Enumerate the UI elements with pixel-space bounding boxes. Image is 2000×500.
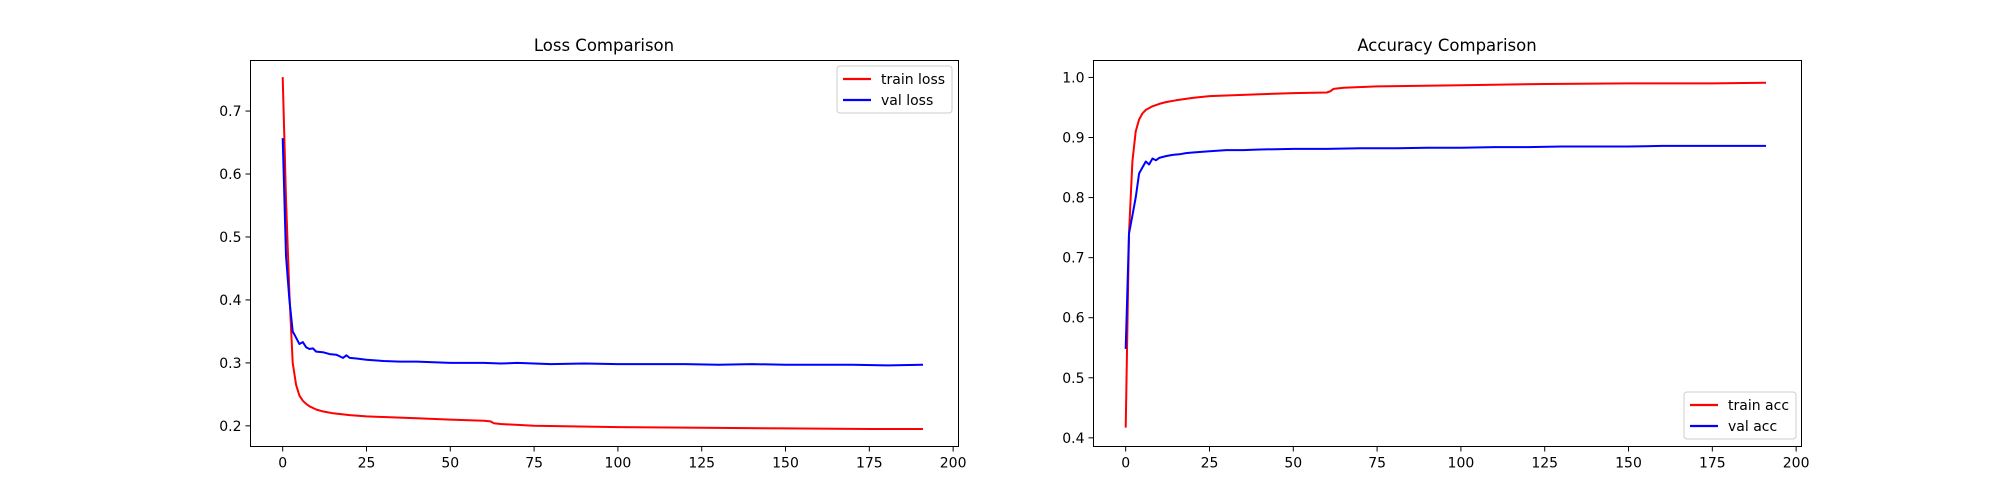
accuracy-y-tick-label: 0.9 [1062, 131, 1084, 147]
loss-x-tick-label: 25 [358, 456, 376, 472]
accuracy-x-tick-label: 25 [1201, 456, 1219, 472]
loss-chart-legend: train loss val loss [836, 65, 953, 114]
loss-y-tick-label: 0.6 [219, 167, 241, 183]
loss-x-tick-label: 100 [605, 456, 632, 472]
loss-chart-title: Loss Comparison [534, 36, 674, 55]
accuracy-series-line-val-acc [1124, 144, 1766, 349]
loss-chart: Loss Comparison 0 25 50 75 100 125 150 175 200 0.… [219, 36, 966, 472]
accuracy-chart-lines [1124, 81, 1767, 428]
accuracy-x-tick-label: 75 [1368, 456, 1386, 472]
accuracy-x-tick-label: 200 [1783, 456, 1810, 472]
loss-x-tick-label: 125 [688, 456, 715, 472]
accuracy-chart-title: Accuracy Comparison [1357, 36, 1536, 55]
loss-series-line-train-loss [281, 77, 923, 430]
loss-y-tick-label: 0.3 [219, 356, 241, 372]
accuracy-chart-axes-frame [1093, 60, 1802, 447]
accuracy-x-tick-label: 175 [1699, 456, 1726, 472]
accuracy-x-tick-label: 0 [1121, 456, 1130, 472]
accuracy-y-tick-label: 0.8 [1062, 191, 1084, 207]
loss-x-tick-label: 75 [525, 456, 543, 472]
loss-legend-box [836, 65, 953, 114]
loss-x-tick-label: 150 [772, 456, 799, 472]
loss-legend-train-label: train loss [881, 72, 945, 88]
accuracy-x-tick-label: 150 [1615, 456, 1642, 472]
accuracy-chart: Accuracy Comparison 0 25 50 75 100 125 150 175 2… [1062, 36, 1809, 472]
accuracy-chart-ticks: 0 25 50 75 100 125 150 175 200 0.4 0.5 0.6 0.7 0.8 0.9… [1062, 70, 1809, 471]
accuracy-legend-train-label: train acc [1728, 398, 1789, 414]
loss-x-tick-label: 175 [856, 456, 883, 472]
loss-x-tick-label: 50 [441, 456, 459, 472]
accuracy-x-tick-label: 125 [1531, 456, 1558, 472]
loss-y-tick-label: 0.5 [219, 230, 241, 246]
loss-y-tick-label: 0.7 [219, 104, 241, 120]
loss-series-line-val-loss [281, 138, 924, 367]
accuracy-y-tick-label: 1.0 [1062, 70, 1084, 86]
loss-y-tick-label: 0.4 [219, 293, 241, 309]
accuracy-legend-box [1683, 391, 1797, 440]
loss-x-tick-label: 0 [278, 456, 287, 472]
accuracy-y-tick-label: 0.6 [1062, 311, 1084, 327]
accuracy-chart-legend: train acc val acc [1683, 391, 1797, 440]
loss-x-tick-label: 200 [940, 456, 967, 472]
loss-legend-val-label: val loss [881, 93, 933, 109]
loss-chart-lines [281, 77, 924, 430]
loss-y-tick-label: 0.2 [219, 419, 241, 435]
accuracy-x-tick-label: 50 [1284, 456, 1302, 472]
loss-chart-ticks: 0 25 50 75 100 125 150 175 200 0.2 0.3 0.4 0.5 0.6 0.7 [219, 104, 966, 471]
loss-chart-axes-frame [250, 60, 959, 447]
accuracy-series-line-train-acc [1124, 81, 1767, 428]
accuracy-x-tick-label: 100 [1448, 456, 1475, 472]
accuracy-y-tick-label: 0.5 [1062, 371, 1084, 387]
accuracy-y-tick-label: 0.7 [1062, 251, 1084, 267]
accuracy-legend-val-label: val acc [1728, 419, 1777, 435]
accuracy-y-tick-label: 0.4 [1062, 431, 1084, 447]
